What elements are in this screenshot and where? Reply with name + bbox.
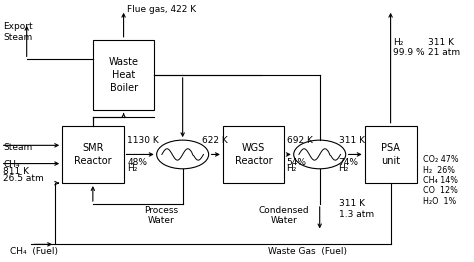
Text: 311 K: 311 K: [338, 136, 365, 145]
Text: 48%: 48%: [128, 158, 147, 167]
Text: 74%: 74%: [338, 158, 359, 167]
Text: Steam: Steam: [3, 143, 32, 152]
Bar: [62, 126, 124, 183]
Bar: [365, 126, 417, 183]
Text: 1130 K: 1130 K: [128, 136, 159, 145]
Text: H₂: H₂: [128, 164, 138, 173]
Text: Waste Gas  (Fuel): Waste Gas (Fuel): [268, 247, 346, 256]
Text: Condensed
Water: Condensed Water: [259, 206, 310, 225]
Text: 622 K: 622 K: [201, 136, 228, 145]
Text: 311 K
21 atm: 311 K 21 atm: [428, 38, 461, 57]
Text: 54%: 54%: [287, 158, 307, 167]
Text: 811 K: 811 K: [3, 167, 29, 176]
Bar: [223, 126, 284, 183]
Text: SMR
Reactor: SMR Reactor: [74, 143, 112, 166]
Text: H₂: H₂: [287, 164, 297, 173]
Text: 692 K: 692 K: [287, 136, 312, 145]
Text: Flue gas, 422 K: Flue gas, 422 K: [128, 5, 197, 14]
Text: H₂
99.9 %: H₂ 99.9 %: [393, 38, 425, 57]
Text: 26.5 atm: 26.5 atm: [3, 174, 44, 183]
Text: 311 K
1.3 atm: 311 K 1.3 atm: [338, 199, 374, 219]
Text: Waste
Heat
Boiler: Waste Heat Boiler: [109, 57, 138, 93]
Text: WGS
Reactor: WGS Reactor: [235, 143, 273, 166]
Text: H₂: H₂: [338, 164, 349, 173]
Text: CO₂ 47%
H₂  26%
CH₄ 14%
CO  12%
H₂O  1%: CO₂ 47% H₂ 26% CH₄ 14% CO 12% H₂O 1%: [423, 155, 458, 206]
Bar: [93, 40, 155, 110]
Text: CH₄: CH₄: [3, 160, 20, 169]
Text: Process
Water: Process Water: [144, 206, 178, 225]
Text: Export
Steam: Export Steam: [3, 22, 33, 42]
Text: PSA
unit: PSA unit: [381, 143, 400, 166]
Text: CH₄  (Fuel): CH₄ (Fuel): [10, 247, 58, 256]
